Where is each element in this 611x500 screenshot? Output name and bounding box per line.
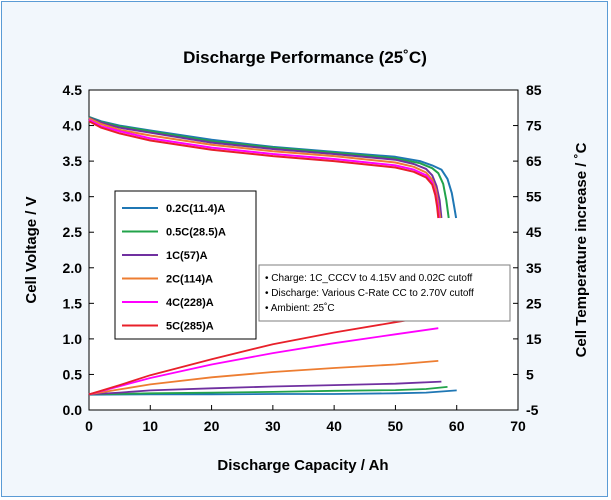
temperature-series-line [88,314,439,396]
x-axis-label: Discharge Capacity / Ah [217,457,388,474]
y2-axis-label: Cell Temperature increase / ˚C [573,142,590,357]
notes: • Charge: 1C_CCCV to 4.15V and 0.02C cut… [265,273,474,314]
temperature-series-line [88,380,442,396]
y-tick-label: 0.5 [63,366,83,382]
x-tick-label: 70 [510,418,526,434]
legend-label: 1C(57)A [166,250,208,262]
y-tick-label: 3.0 [63,189,83,205]
x-tick-label: 0 [85,418,93,434]
chart-title: Discharge Performance (25˚C) [183,48,427,67]
legend-label: 5C(285)A [166,321,214,333]
legend-label: 0.2C(11.4)A [166,203,225,215]
voltage-series-line [88,120,440,219]
x-tick-label: 40 [326,418,342,434]
y2-tick-label: 75 [526,118,542,134]
temperature-series-line [88,386,448,396]
y-tick-label: 2.5 [63,224,83,240]
notes-box [258,264,511,322]
y-tick-label: 1.0 [63,331,83,347]
temperature-series-line [88,389,457,396]
note-line: • Discharge: Various C-Rate CC to 2.70V … [265,288,474,299]
temperature-series-group [88,314,457,396]
voltage-series-line [88,116,450,219]
y-tick-label: 4.5 [63,82,83,98]
x-tick-label: 50 [388,418,404,434]
temperature-series-line [88,327,439,396]
axis-ticks: 0 10 20 30 40 50 60 70 0.0 0.5 1.0 1.5 2.0 2.5 3.0 3.5 4… [63,82,542,434]
y2-tick-label: 45 [526,224,542,240]
y2-tick-label: 5 [526,366,534,382]
y2-tick-label: 35 [526,260,542,276]
note-line: • Ambient: 25˚C [265,302,335,314]
y2-tick-label: 25 [526,295,542,311]
note-line: • Charge: 1C_CCCV to 4.15V and 0.02C cut… [265,273,473,284]
voltage-series-group [88,116,458,219]
legend-label: 4C(228)A [166,297,214,309]
x-tick-label: 10 [142,418,158,434]
y-tick-label: 4.0 [63,118,83,134]
y2-tick-label: 85 [526,82,542,98]
legend-box [114,190,257,340]
y-tick-label: 2.0 [63,260,83,276]
x-tick-label: 60 [449,418,465,434]
y-tick-label: 3.5 [63,153,83,169]
y-tick-label: 0.0 [63,402,83,418]
legend: 0.2C(11.4)A 0.5C(28.5)A 1C(57)A 2C(114)A 4C(… [122,203,226,333]
x-tick-label: 20 [204,418,220,434]
x-tick-label: 30 [265,418,281,434]
y-axis-label: Cell Voltage / V [23,196,40,303]
y-tick-label: 1.5 [63,295,83,311]
voltage-series-line [88,116,443,219]
voltage-series-line [88,117,442,219]
temperature-series-line [88,360,439,396]
y2-tick-label: 15 [526,331,542,347]
y2-tick-label: 55 [526,189,542,205]
y2-tick-label: -5 [526,402,539,418]
y2-tick-label: 65 [526,153,542,169]
legend-label: 0.5C(28.5)A [166,227,226,239]
legend-label: 2C(114)A [166,274,213,286]
